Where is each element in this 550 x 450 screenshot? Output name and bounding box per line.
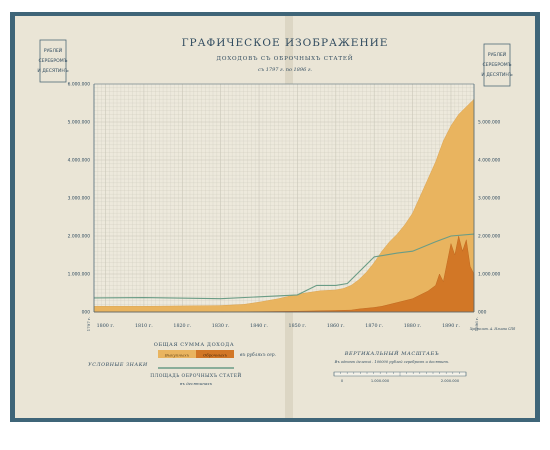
chart-areas xyxy=(93,98,475,313)
left-unit-box: РУБЛЕЙ СЕРЕБРОМЪ И ДЕСЯТИНЪ xyxy=(37,39,69,83)
y-tick-label-left: 2.000.000 xyxy=(68,234,91,240)
left-unit-line-3: И ДЕСЯТИНЪ xyxy=(37,68,68,74)
x-end-label: 1896 г. xyxy=(474,317,479,332)
legend: ОБЩАЯ СУММА ДОХОДА Выкупныхъ Оброчныхъ в… xyxy=(150,342,276,386)
y-tick-label-left: 6.000.000 xyxy=(68,82,91,88)
left-unit-line-2: СЕРЕБРОМЪ xyxy=(38,58,67,64)
x-tick-label: 1810 г. xyxy=(135,323,153,329)
left-unit-line-1: РУБЛЕЙ xyxy=(44,47,63,54)
scale-bar-label: 2.000.000 xyxy=(441,379,460,383)
y-tick-label-right: 3.000.000 xyxy=(478,196,501,202)
right-unit-box: РУБЛЕЙ СЕРЕБРОМЪ И ДЕСЯТИНЪ xyxy=(481,43,513,87)
x-tick-label: 1870 г. xyxy=(365,323,383,329)
right-unit-line-2: СЕРЕБРОМЪ xyxy=(482,62,511,68)
x-tick-label: 1840 г. xyxy=(250,323,268,329)
x-tick-label: 1820 г. xyxy=(173,323,191,329)
scale-bar-label: 0 xyxy=(341,379,344,383)
scale-bar-label: 1.000.000 xyxy=(371,379,390,383)
x-tick-label: 1800 г. xyxy=(97,323,115,329)
y-tick-label-right: 000 xyxy=(478,310,487,316)
right-unit-line-3: И ДЕСЯТИНЪ xyxy=(481,72,512,78)
conventional-signs-label: УСЛОВНЫЕ ЗНАКИ xyxy=(88,362,148,368)
right-unit-line-1: РУБЛЕЙ xyxy=(488,51,507,58)
chart-title: ГРАФИЧЕСКОЕ ИЗОБРАЖЕНИЕ xyxy=(182,37,389,49)
legend-title: ОБЩАЯ СУММА ДОХОДА xyxy=(154,342,234,348)
legend-line-sublabel: въ десятинахъ xyxy=(180,381,213,386)
x-tick-label: 1860 г. xyxy=(327,323,345,329)
legend-swatch-dark xyxy=(196,350,234,358)
scale-bar: 0 1.000.000 2.000.000 xyxy=(333,371,467,383)
vertical-scale-title: ВЕРТИКАЛЬНЫЙ МАСШТАБЪ xyxy=(344,349,440,357)
series-area-vykupnykh xyxy=(93,98,475,313)
y-tick-label-right: 1.000.000 xyxy=(478,272,501,278)
lithographer-note: Хромолит. А. Ильина СПб xyxy=(469,327,515,331)
series-line-area xyxy=(93,233,475,300)
y-tick-label-right: 4.000.000 xyxy=(478,158,501,164)
chart-axes: 000 1.000.000 2.000.000 3.000.000 4.000.000 5… xyxy=(68,82,501,332)
chart-subtitle: ДОХОДОВЪ СЪ ОБРОЧНЫХЪ СТАТЕЙ xyxy=(217,54,354,62)
legend-unit: въ рубляхъ сер. xyxy=(240,353,276,358)
x-tick-label: 1850 г. xyxy=(289,323,307,329)
y-tick-label-left: 1.000.000 xyxy=(68,272,91,278)
legend-light-label: Выкупныхъ xyxy=(164,353,190,358)
x-start-label: 1797 г. xyxy=(86,317,91,332)
legend-line-label: ПЛОЩАДЬ ОБРОЧНЫХЪ СТАТЕЙ xyxy=(150,371,241,379)
y-tick-label-right: 2.000.000 xyxy=(478,234,501,240)
y-tick-label-left: 4.000.000 xyxy=(68,158,91,164)
y-tick-label-left: 000 xyxy=(82,310,91,316)
y-tick-label-left: 3.000.000 xyxy=(68,196,91,202)
y-tick-label-right: 5.000.000 xyxy=(478,120,501,126)
legend-dark-label: Оброчныхъ xyxy=(203,353,227,358)
vertical-scale-note: Въ одномъ делениі . 100000 рублей серебр… xyxy=(334,360,450,364)
x-tick-label: 1890 г. xyxy=(442,323,460,329)
legend-swatch-light xyxy=(158,350,196,358)
x-tick-label: 1880 г. xyxy=(404,323,422,329)
chart-period: съ 1797 г. по 1896 г. xyxy=(258,67,312,73)
y-tick-label-left: 5.000.000 xyxy=(68,120,91,126)
chart-lines xyxy=(93,233,475,300)
vertical-scale: ВЕРТИКАЛЬНЫЙ МАСШТАБЪ Въ одномъ делениі … xyxy=(333,349,467,383)
series-area-obrochnykh xyxy=(94,235,475,313)
x-tick-label: 1830 г. xyxy=(212,323,230,329)
